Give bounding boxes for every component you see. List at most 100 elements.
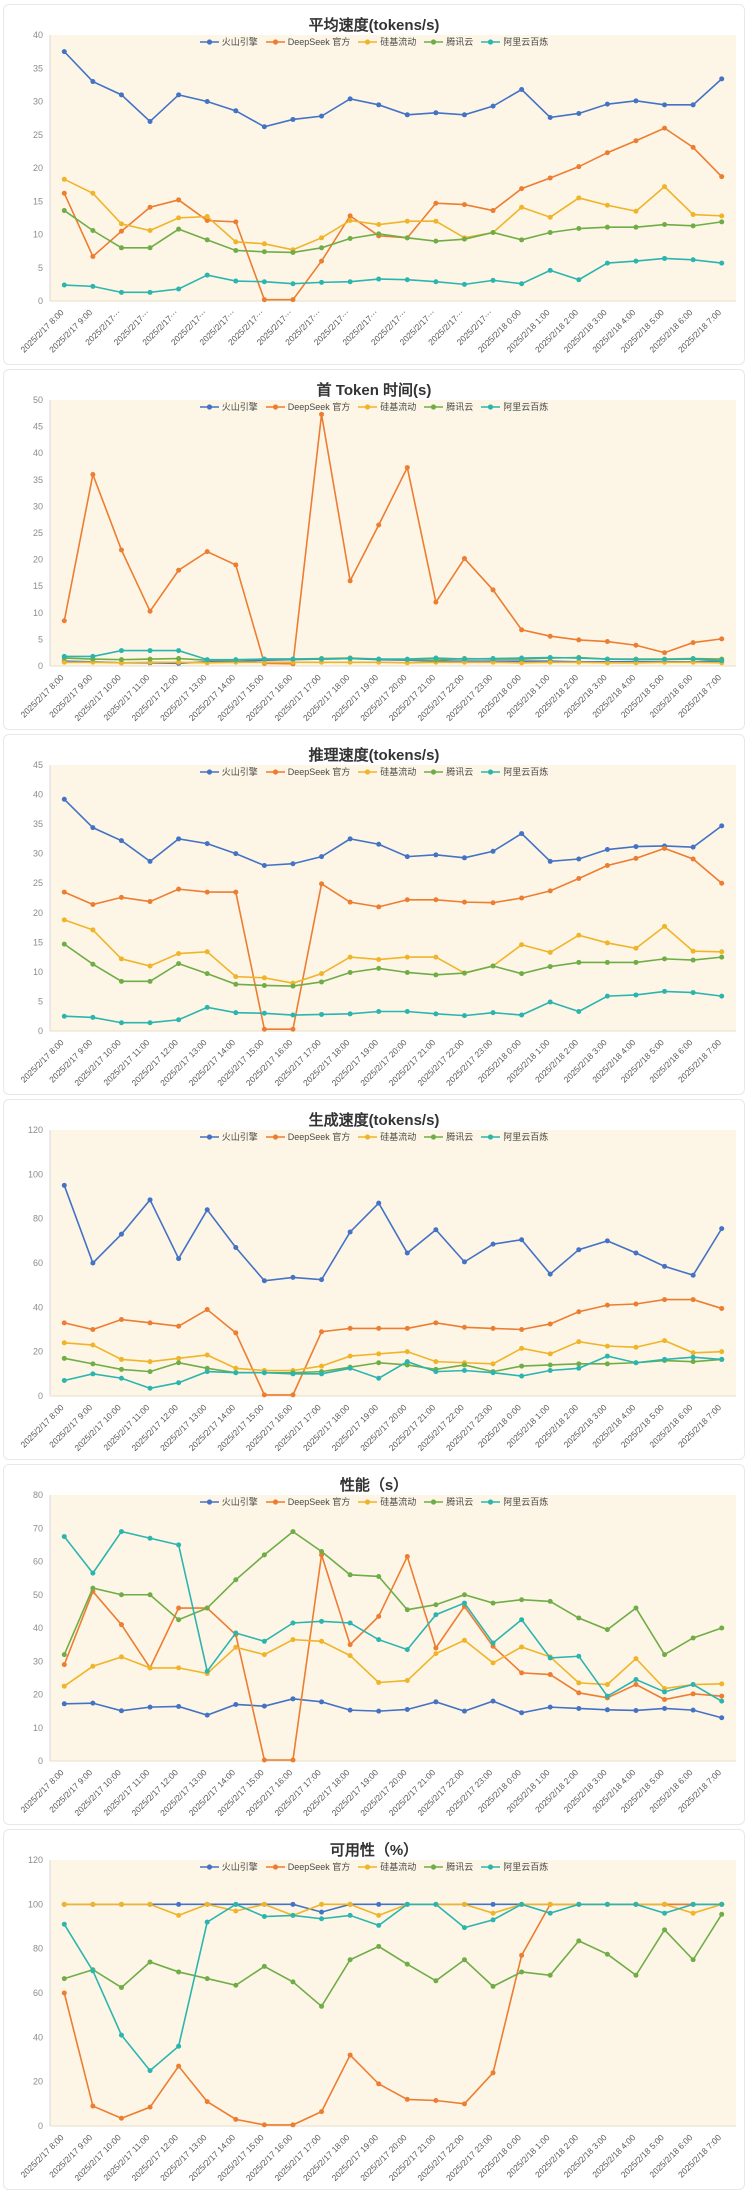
legend-item[interactable]: DeepSeek 官方 (265, 1860, 350, 1873)
data-point (261, 1703, 267, 1709)
data-point (204, 214, 210, 220)
data-point (433, 972, 439, 978)
legend-label: DeepSeek 官方 (287, 1497, 351, 1507)
legend-item[interactable]: 硅基流动 (358, 1860, 416, 1873)
data-point (90, 1901, 96, 1907)
series-line (64, 1355, 722, 1390)
data-point (490, 656, 496, 662)
chart-plot: 0 20 40 60 80 100 120 2025/2/17 8:00 2025/2/17 9… (4, 1854, 744, 2189)
y-axis-tick-label: 20 (33, 555, 43, 565)
legend-marker-icon (199, 38, 219, 45)
legend-item[interactable]: 硅基流动 (358, 1130, 416, 1143)
legend-item[interactable]: DeepSeek 官方 (265, 1130, 350, 1143)
data-point (604, 101, 610, 107)
data-point (204, 1004, 210, 1010)
y-axis-tick-label: 40 (33, 2032, 43, 2042)
data-point (290, 1901, 296, 1907)
legend-item[interactable]: 硅基流动 (358, 765, 416, 778)
data-point (662, 923, 668, 929)
data-point (176, 1665, 182, 1671)
legend-item[interactable]: 腾讯云 (424, 400, 473, 413)
data-point (576, 1339, 582, 1345)
data-point (604, 202, 610, 208)
legend-item[interactable]: 腾讯云 (424, 765, 473, 778)
data-point (147, 204, 153, 210)
data-point (261, 279, 267, 285)
legend-item[interactable]: 阿里云百炼 (481, 1860, 548, 1873)
legend-item[interactable]: 火山引擎 (199, 1130, 258, 1143)
data-point (719, 1305, 725, 1311)
legend-item[interactable]: 硅基流动 (358, 35, 416, 48)
data-point (461, 899, 467, 905)
data-point (204, 949, 210, 955)
data-point (118, 1901, 124, 1907)
data-point (433, 655, 439, 661)
legend-item[interactable]: 火山引擎 (199, 35, 258, 48)
data-point (604, 1707, 610, 1713)
data-point (290, 249, 296, 255)
data-point (319, 1909, 325, 1915)
data-point (90, 471, 96, 477)
legend-marker-icon (358, 38, 378, 45)
data-point (347, 279, 353, 285)
data-point (90, 1585, 96, 1591)
y-axis-tick-label: 20 (33, 1347, 43, 1357)
legend-item[interactable]: 阿里云百炼 (481, 400, 548, 413)
data-point (690, 1901, 696, 1907)
y-axis-tick-label: 0 (38, 1756, 43, 1766)
data-point (90, 253, 96, 259)
legend-item[interactable]: 腾讯云 (424, 1860, 473, 1873)
data-point (147, 245, 153, 251)
legend-marker-icon (199, 1133, 219, 1140)
data-point (490, 1660, 496, 1666)
legend-marker-icon (481, 403, 501, 410)
data-point (461, 1901, 467, 1907)
legend-item[interactable]: 火山引擎 (199, 400, 258, 413)
data-point (633, 945, 639, 951)
data-point (576, 1705, 582, 1711)
legend-item[interactable]: 阿里云百炼 (481, 35, 548, 48)
legend-item[interactable]: DeepSeek 官方 (265, 400, 350, 413)
legend-item[interactable]: 火山引擎 (199, 1495, 258, 1508)
legend-marker-icon (199, 403, 219, 410)
legend-label: 阿里云百炼 (503, 767, 549, 777)
data-point (147, 118, 153, 124)
data-point (633, 1250, 639, 1256)
series-line (63, 51, 723, 128)
legend-item[interactable]: 阿里云百炼 (481, 1130, 548, 1143)
data-point (176, 1542, 182, 1548)
legend-item[interactable]: 硅基流动 (358, 400, 416, 413)
data-point (347, 1642, 353, 1648)
y-axis-tick-label: 70 (33, 1523, 43, 1533)
data-point (404, 1359, 410, 1365)
legend-item[interactable]: 硅基流动 (358, 1495, 416, 1508)
legend-item[interactable]: 火山引擎 (199, 765, 258, 778)
data-point (633, 1972, 639, 1978)
data-point (404, 1647, 410, 1653)
data-point (118, 2115, 124, 2121)
data-point (90, 1361, 96, 1367)
data-point (433, 110, 439, 116)
data-point (633, 224, 639, 230)
data-point (204, 218, 210, 224)
data-point (261, 1652, 267, 1658)
data-point (319, 1549, 325, 1555)
legend-item[interactable]: 腾讯云 (424, 35, 473, 48)
data-point (176, 92, 182, 98)
data-point (290, 1620, 296, 1626)
data-point (433, 238, 439, 244)
data-point (204, 1668, 210, 1674)
legend-item[interactable]: DeepSeek 官方 (265, 35, 350, 48)
series-line (64, 661, 722, 664)
legend-item[interactable]: DeepSeek 官方 (265, 765, 350, 778)
legend-item[interactable]: 腾讯云 (424, 1130, 473, 1143)
legend-item[interactable]: 阿里云百炼 (481, 1495, 548, 1508)
data-point (319, 854, 325, 860)
data-point (633, 1901, 639, 1907)
legend-item[interactable]: DeepSeek 官方 (265, 1495, 351, 1508)
legend-item[interactable]: 火山引擎 (199, 1860, 258, 1873)
legend-item[interactable]: 腾讯云 (424, 1495, 473, 1508)
data-point (519, 186, 525, 192)
data-point (604, 1343, 610, 1349)
legend-item[interactable]: 阿里云百炼 (481, 765, 548, 778)
